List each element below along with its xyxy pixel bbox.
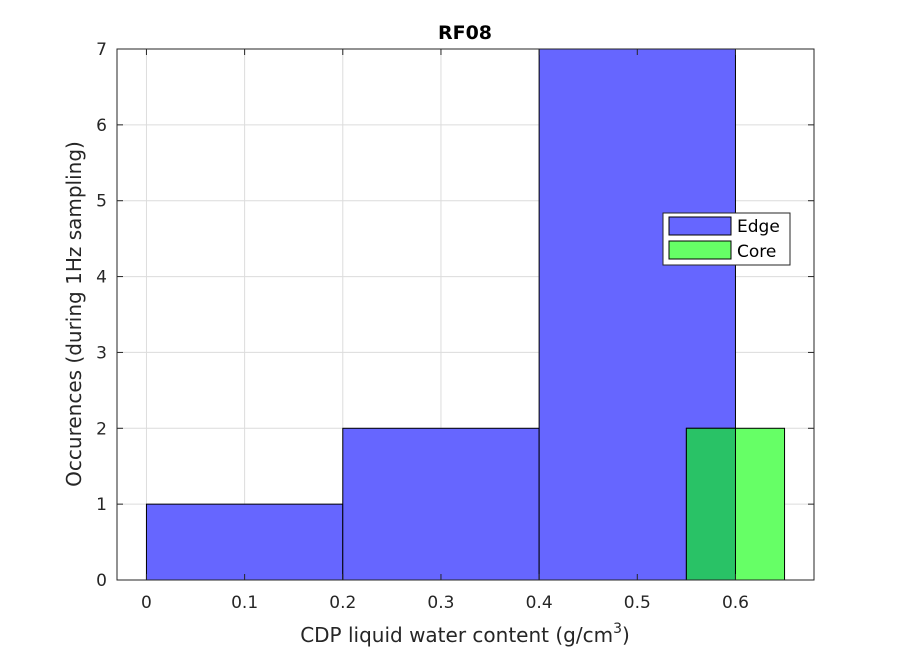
x-tick-label: 0.1 (231, 593, 258, 613)
x-tick-label: 0.5 (624, 593, 651, 613)
bar-core (734, 427, 786, 581)
legend-swatch-core (668, 240, 732, 260)
bar-edge (145, 503, 344, 581)
legend: Edge Core (662, 212, 791, 266)
x-tick-label: 0.2 (329, 593, 356, 613)
y-tick-label: 3 (96, 343, 107, 363)
axes-box (116, 48, 815, 581)
legend-label-core: Core (737, 242, 776, 262)
x-tick-label: 0.4 (526, 593, 553, 613)
tick-labels: 0 0.1 0.2 0.3 0.4 0.5 0.6 0 1 2 3 4 5 6 7 (96, 40, 749, 613)
y-tick-label: 2 (96, 419, 107, 439)
chart-title: RF08 (438, 22, 492, 44)
y-tick-label: 1 (96, 495, 107, 515)
bar-edge (342, 427, 540, 581)
x-tick-label: 0 (141, 593, 152, 613)
y-tick-label: 6 (96, 116, 107, 136)
x-axis-label: CDP liquid water content (g/cm3) (300, 621, 630, 647)
bar-overlap (685, 427, 736, 581)
legend-swatch-edge (668, 216, 732, 236)
y-tick-label: 0 (96, 571, 107, 591)
y-axis-label: Occurences (during 1Hz sampling) (62, 141, 86, 487)
bars (145, 48, 786, 581)
x-tick-label: 0.6 (722, 593, 749, 613)
legend-label-edge: Edge (737, 217, 780, 237)
y-tick-label: 4 (96, 268, 107, 288)
y-tick-label: 7 (96, 40, 107, 60)
y-tick-label: 5 (96, 192, 107, 212)
x-tick-label: 0.3 (427, 593, 454, 613)
